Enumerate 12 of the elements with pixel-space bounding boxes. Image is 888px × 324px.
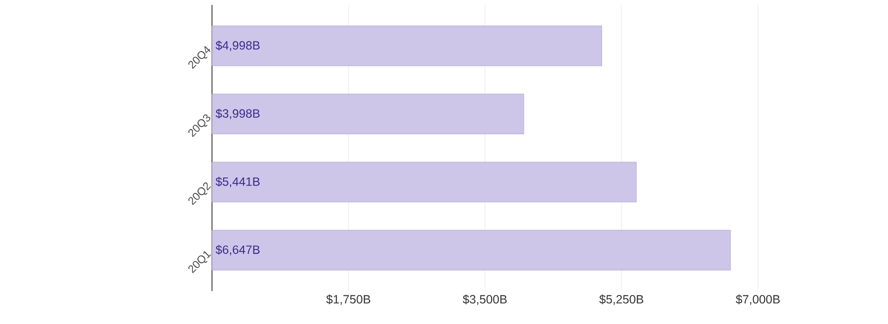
x-tick-label: $3,500B [462, 294, 507, 305]
bar [212, 230, 731, 270]
data-label: $6,647B [216, 244, 260, 256]
bar [212, 162, 637, 202]
data-label: $5,441B [216, 176, 260, 188]
data-label: $4,998B [216, 40, 260, 52]
x-tick-label: $5,250B [599, 294, 644, 305]
data-label: $3,998B [216, 108, 260, 120]
x-tick-label: $7,000B [736, 294, 780, 305]
bar [212, 26, 602, 66]
bar [212, 94, 524, 134]
x-tick-label: $1,750B [326, 294, 370, 305]
